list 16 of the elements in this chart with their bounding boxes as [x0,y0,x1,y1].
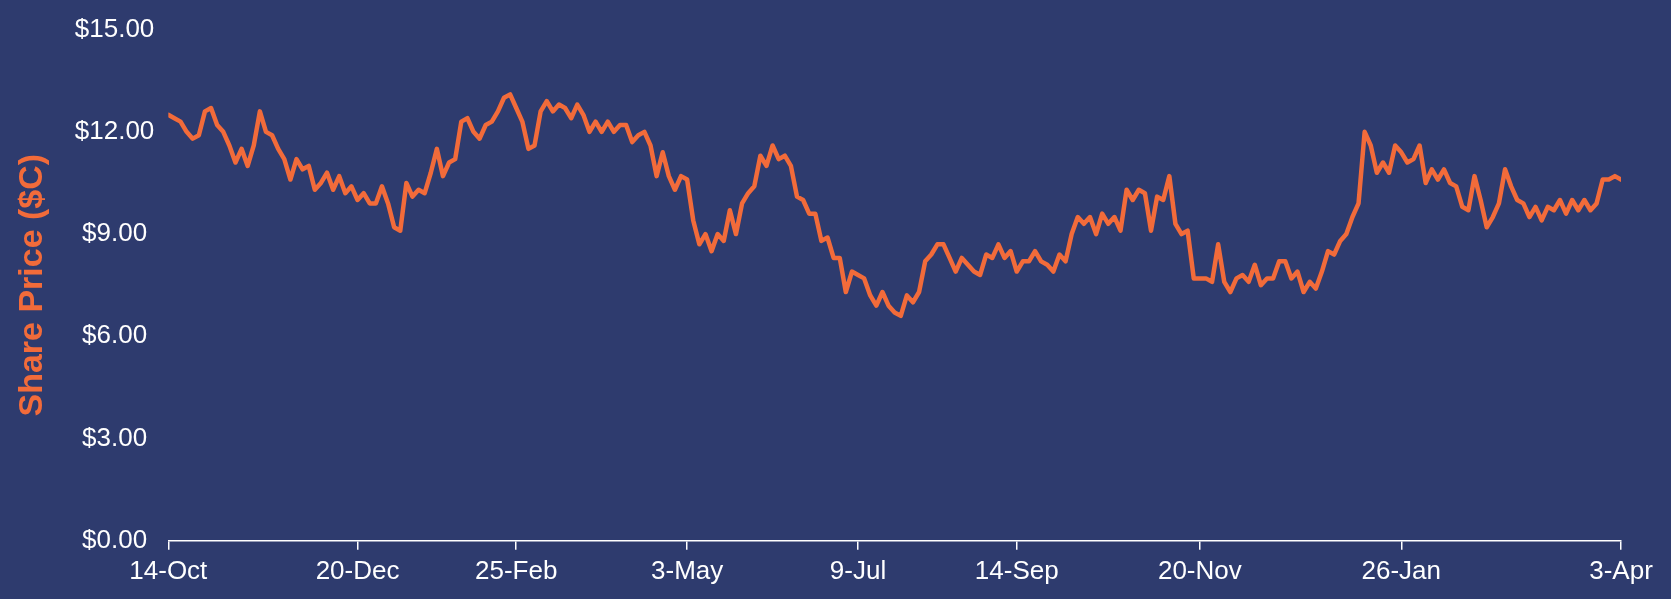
y-tick-label: $6.00 [82,319,148,350]
x-tick-label: 14-Sep [974,554,1059,585]
y-tick-label: $9.00 [82,217,148,248]
x-tick-label: 20-Nov [1157,554,1242,585]
x-tick-label: 26-Jan [1361,554,1442,585]
x-tick-label: 25-Feb [475,554,558,585]
y-tick-label: $3.00 [82,421,148,452]
y-tick-label: $0.00 [82,523,148,554]
x-tick-label: 3-Apr [1589,554,1654,585]
y-tick-label: $15.00 [74,12,155,43]
x-tick-label: 14-Oct [129,554,209,585]
x-tick-label: 3-May [651,554,724,585]
x-tick-label: 20-Dec [315,554,400,585]
y-tick-label: $12.00 [74,115,155,146]
x-tick-label: 9-Jul [829,554,887,585]
y-axis-title: Share Price ($C) [10,153,49,417]
